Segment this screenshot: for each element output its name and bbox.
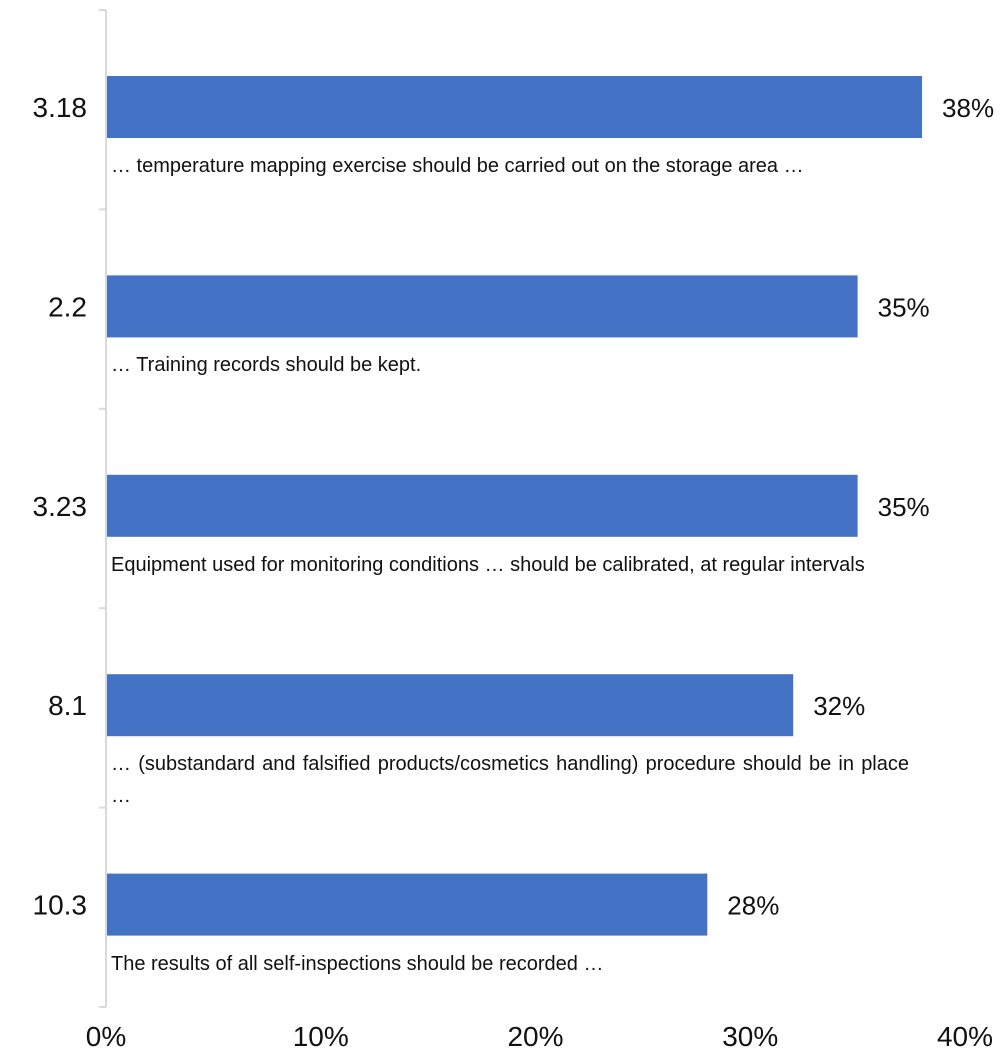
- bar: [107, 674, 794, 737]
- item-description: Equipment used for monitoring conditions…: [111, 553, 865, 576]
- bar: [107, 76, 923, 138]
- category-label: 3.23: [33, 491, 88, 522]
- item-description: … Training records should be kept.: [111, 354, 422, 377]
- x-tick-label: 40%: [937, 1021, 993, 1052]
- bar: [107, 873, 708, 936]
- item-description: … (substandard and falsified products/co…: [111, 753, 909, 808]
- data-label: 35%: [878, 292, 930, 322]
- bar: [107, 275, 858, 338]
- category-label: 10.3: [33, 890, 88, 921]
- bar: [107, 474, 858, 537]
- category-label: 8.1: [48, 690, 87, 721]
- x-tick-label: 20%: [507, 1021, 563, 1052]
- item-description: … temperature mapping exercise should be…: [111, 155, 804, 177]
- category-label: 3.18: [33, 92, 88, 123]
- data-label: 32%: [813, 691, 865, 721]
- x-tick-label: 10%: [293, 1021, 349, 1052]
- data-label: 35%: [878, 492, 930, 522]
- item-description: The results of all self-inspections shou…: [111, 952, 604, 975]
- data-label: 28%: [727, 891, 779, 921]
- data-label: 38%: [942, 93, 994, 123]
- category-label: 2.2: [48, 291, 87, 322]
- x-tick-label: 0%: [86, 1021, 126, 1052]
- x-tick-label: 30%: [722, 1021, 778, 1052]
